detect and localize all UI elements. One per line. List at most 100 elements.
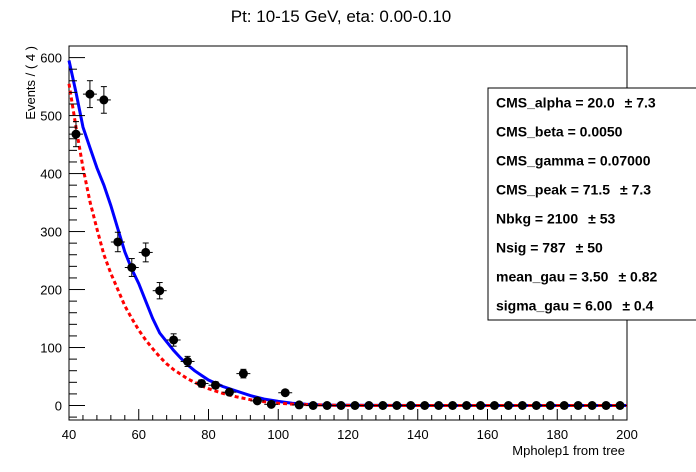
x-tick-label: 60 xyxy=(132,427,146,442)
data-point xyxy=(69,121,83,148)
data-point xyxy=(557,401,572,411)
y-tick-label: 0 xyxy=(55,399,62,414)
stat-label: CMS_beta = xyxy=(496,124,580,140)
data-marker xyxy=(85,89,95,99)
data-point xyxy=(264,399,279,409)
stat-value: 71.5 xyxy=(583,182,610,198)
data-point xyxy=(417,401,432,411)
data-point xyxy=(403,401,418,411)
y-tick-label: 600 xyxy=(40,51,62,66)
data-marker xyxy=(141,247,151,257)
data-point xyxy=(236,368,251,379)
data-marker xyxy=(113,237,123,247)
data-point xyxy=(445,401,460,411)
data-point xyxy=(110,231,125,253)
data-marker xyxy=(350,401,360,411)
data-marker xyxy=(601,401,611,411)
data-marker xyxy=(197,378,207,388)
data-point xyxy=(82,80,97,109)
data-point xyxy=(334,401,348,411)
data-point xyxy=(180,355,195,367)
data-point xyxy=(292,400,307,410)
data-marker xyxy=(545,401,555,411)
data-point xyxy=(208,380,223,390)
data-marker xyxy=(336,401,346,411)
data-marker xyxy=(71,129,81,139)
stat-error: ± 0.4 xyxy=(622,298,653,314)
data-marker xyxy=(378,401,388,411)
x-tick-label: 140 xyxy=(407,427,429,442)
data-point xyxy=(361,401,376,411)
stat-error: ± 7.3 xyxy=(625,95,656,111)
stat-row: Nbkg = 2100 ± 53 xyxy=(496,211,615,227)
stat-label: CMS_gamma = xyxy=(496,153,600,169)
data-points xyxy=(69,80,627,411)
data-point xyxy=(543,401,558,411)
data-point xyxy=(152,282,167,300)
stat-label: mean_gau = xyxy=(496,269,581,285)
data-point xyxy=(138,242,153,263)
data-point xyxy=(278,388,293,398)
stat-value: 3.50 xyxy=(581,269,608,285)
data-marker xyxy=(587,401,597,411)
data-point xyxy=(473,401,488,411)
data-marker xyxy=(280,388,290,398)
data-marker xyxy=(169,335,179,345)
stats-box-frame xyxy=(487,87,696,321)
data-point xyxy=(222,387,237,397)
data-marker xyxy=(183,356,193,366)
x-tick-label: 80 xyxy=(201,427,215,442)
data-marker xyxy=(266,399,276,409)
data-point xyxy=(571,401,586,411)
data-point xyxy=(306,401,321,411)
data-marker xyxy=(155,286,165,296)
data-marker xyxy=(434,401,444,411)
stat-label: Nsig = xyxy=(496,240,542,256)
data-marker xyxy=(489,401,499,411)
data-point xyxy=(166,333,181,347)
stat-value: 0.07000 xyxy=(600,153,651,169)
x-tick-label: 180 xyxy=(546,427,568,442)
data-marker xyxy=(476,401,486,411)
stat-label: Nbkg = xyxy=(496,211,547,227)
data-marker xyxy=(531,401,541,411)
data-point xyxy=(124,258,139,277)
data-marker xyxy=(559,401,569,411)
data-point xyxy=(348,401,362,411)
x-tick-label: 160 xyxy=(477,427,499,442)
stat-value: 787 xyxy=(542,240,566,256)
y-axis-label: Events / ( 4 ) xyxy=(23,46,38,120)
data-marker xyxy=(294,400,304,410)
data-marker xyxy=(364,401,374,411)
data-point xyxy=(375,401,390,411)
stat-row: sigma_gau = 6.00 ± 0.4 xyxy=(496,298,654,314)
stat-row: CMS_peak = 71.5 ± 7.3 xyxy=(496,182,651,198)
data-marker xyxy=(127,263,137,273)
stat-error: ± 53 xyxy=(588,211,615,227)
stat-row: CMS_gamma = 0.07000 xyxy=(496,153,651,169)
stat-row: Nsig = 787 ± 50 xyxy=(496,240,603,256)
stat-row: CMS_alpha = 20.0 ± 7.3 xyxy=(496,95,656,111)
chart-title: Pt: 10-15 GeV, eta: 0.00-0.10 xyxy=(231,7,452,26)
x-tick-label: 200 xyxy=(616,427,638,442)
stat-row: CMS_beta = 0.0050 xyxy=(496,124,623,140)
data-marker xyxy=(308,401,318,411)
data-marker xyxy=(210,380,220,390)
data-point xyxy=(459,401,474,411)
data-point xyxy=(96,86,111,114)
x-tick-label: 40 xyxy=(62,427,76,442)
data-marker xyxy=(615,401,625,411)
data-point xyxy=(501,401,516,411)
stat-value: 20.0 xyxy=(587,95,614,111)
y-tick-label: 200 xyxy=(40,283,62,298)
data-point xyxy=(431,401,446,411)
stat-label: CMS_peak = xyxy=(496,182,583,198)
data-point xyxy=(599,401,614,411)
data-marker xyxy=(420,401,430,411)
stat-label: CMS_alpha = xyxy=(496,95,587,111)
stat-label: sigma_gau = xyxy=(496,298,585,314)
stat-error: ± 0.82 xyxy=(618,269,657,285)
data-point xyxy=(613,401,627,411)
y-tick-label: 100 xyxy=(40,341,62,356)
